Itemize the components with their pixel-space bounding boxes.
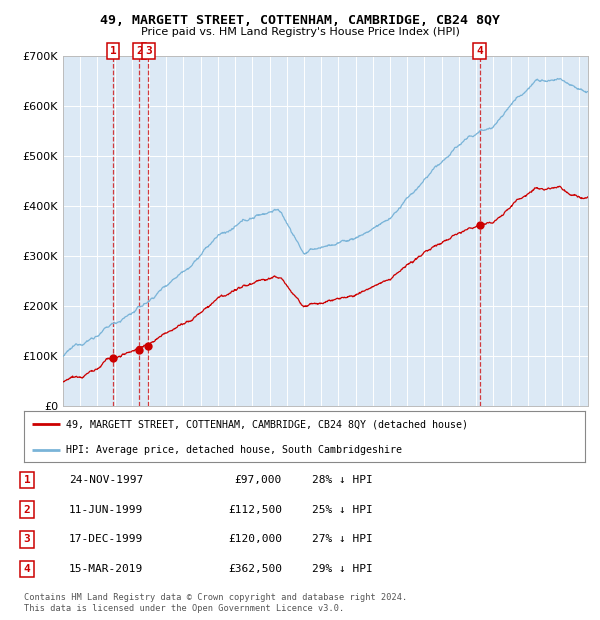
Text: 1: 1 (23, 475, 31, 485)
Text: 4: 4 (23, 564, 31, 574)
Text: 49, MARGETT STREET, COTTENHAM, CAMBRIDGE, CB24 8QY: 49, MARGETT STREET, COTTENHAM, CAMBRIDGE… (100, 14, 500, 27)
Text: 11-JUN-1999: 11-JUN-1999 (69, 505, 143, 515)
Text: 17-DEC-1999: 17-DEC-1999 (69, 534, 143, 544)
Text: HPI: Average price, detached house, South Cambridgeshire: HPI: Average price, detached house, Sout… (66, 445, 402, 454)
Text: 25% ↓ HPI: 25% ↓ HPI (312, 505, 373, 515)
Text: 29% ↓ HPI: 29% ↓ HPI (312, 564, 373, 574)
Text: £362,500: £362,500 (228, 564, 282, 574)
Text: 24-NOV-1997: 24-NOV-1997 (69, 475, 143, 485)
Text: 1: 1 (110, 46, 116, 56)
Text: £120,000: £120,000 (228, 534, 282, 544)
Text: £97,000: £97,000 (235, 475, 282, 485)
Text: 4: 4 (476, 46, 483, 56)
Text: Price paid vs. HM Land Registry's House Price Index (HPI): Price paid vs. HM Land Registry's House … (140, 27, 460, 37)
Text: 15-MAR-2019: 15-MAR-2019 (69, 564, 143, 574)
Text: £112,500: £112,500 (228, 505, 282, 515)
Text: 3: 3 (145, 46, 152, 56)
Text: 27% ↓ HPI: 27% ↓ HPI (312, 534, 373, 544)
Text: 3: 3 (23, 534, 31, 544)
Text: Contains HM Land Registry data © Crown copyright and database right 2024.
This d: Contains HM Land Registry data © Crown c… (24, 593, 407, 613)
Text: 49, MARGETT STREET, COTTENHAM, CAMBRIDGE, CB24 8QY (detached house): 49, MARGETT STREET, COTTENHAM, CAMBRIDGE… (66, 419, 468, 429)
Text: 28% ↓ HPI: 28% ↓ HPI (312, 475, 373, 485)
Text: 2: 2 (23, 505, 31, 515)
Text: 2: 2 (136, 46, 143, 56)
